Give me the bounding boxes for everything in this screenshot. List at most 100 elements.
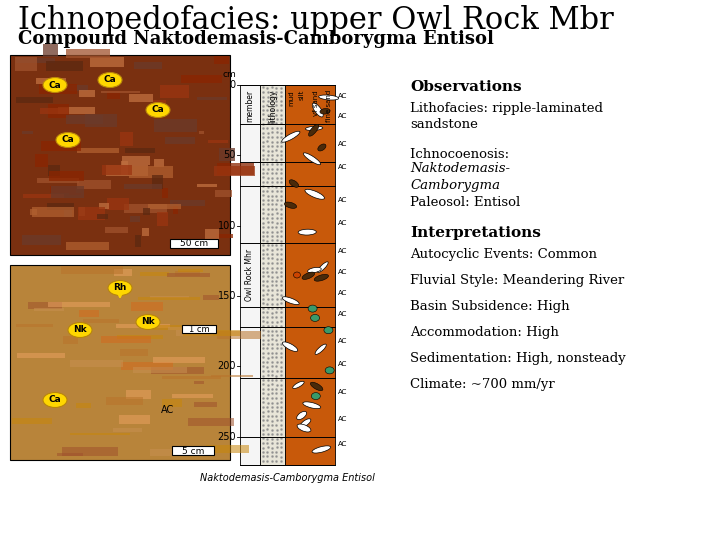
Bar	[122, 156, 150, 165]
Bar	[64, 210, 73, 217]
Bar	[41, 140, 81, 151]
Bar	[76, 403, 91, 408]
Ellipse shape	[284, 202, 297, 208]
Bar	[79, 90, 95, 97]
Text: Interpretations: Interpretations	[410, 226, 541, 240]
Bar	[102, 165, 132, 175]
Bar	[101, 336, 151, 343]
Bar	[61, 266, 123, 274]
Text: Fluvial Style: Meandering River: Fluvial Style: Meandering River	[410, 274, 624, 287]
Ellipse shape	[324, 327, 333, 334]
Bar	[217, 330, 261, 339]
Bar	[150, 449, 174, 456]
Text: Naktodemasis-Camborygma Entisol: Naktodemasis-Camborygma Entisol	[200, 473, 375, 483]
Bar	[50, 186, 76, 193]
Bar	[32, 207, 74, 217]
Bar	[124, 184, 162, 189]
Bar	[171, 200, 204, 206]
Text: Sedimentation: High, nonsteady: Sedimentation: High, nonsteady	[410, 352, 626, 365]
Bar	[216, 234, 233, 238]
Text: lithology: lithology	[268, 90, 277, 123]
Bar	[35, 154, 48, 167]
Ellipse shape	[311, 393, 320, 400]
Text: mud: mud	[288, 90, 294, 106]
Text: AC: AC	[338, 269, 347, 275]
Ellipse shape	[303, 153, 320, 165]
Bar	[116, 323, 170, 328]
Ellipse shape	[43, 393, 67, 408]
Bar	[188, 418, 235, 426]
Text: 250: 250	[217, 432, 236, 442]
Ellipse shape	[319, 95, 338, 100]
Text: Rh: Rh	[113, 284, 127, 293]
Bar	[120, 132, 132, 146]
Bar	[66, 49, 110, 58]
Text: 50 cm: 50 cm	[180, 239, 208, 248]
Bar	[203, 295, 219, 300]
Ellipse shape	[315, 344, 326, 354]
Bar	[84, 319, 119, 323]
Bar	[121, 362, 174, 370]
Ellipse shape	[310, 314, 320, 321]
Bar	[142, 228, 148, 237]
Bar	[285, 85, 335, 465]
Bar	[107, 91, 120, 99]
Bar	[129, 93, 153, 102]
Ellipse shape	[312, 446, 330, 453]
Bar	[134, 62, 162, 69]
Bar	[16, 97, 53, 103]
Bar	[15, 57, 37, 71]
Text: Owl Rock Mhr: Owl Rock Mhr	[246, 249, 254, 301]
Text: Naktodemasis-
Camborygma: Naktodemasis- Camborygma	[410, 162, 510, 192]
Bar	[215, 190, 232, 197]
Bar	[170, 239, 218, 248]
Ellipse shape	[310, 382, 323, 390]
Text: Lithofacies: ripple-laminated
sandstone: Lithofacies: ripple-laminated sandstone	[410, 102, 603, 132]
Bar	[106, 397, 143, 405]
Text: silt: silt	[299, 90, 305, 100]
Bar	[104, 227, 128, 233]
Bar	[148, 204, 181, 209]
Text: AC: AC	[338, 338, 347, 344]
Text: AC: AC	[338, 291, 347, 296]
Text: Observations: Observations	[410, 80, 521, 94]
Ellipse shape	[308, 305, 317, 312]
Bar	[194, 381, 204, 384]
Ellipse shape	[289, 180, 299, 187]
Ellipse shape	[305, 190, 325, 199]
Bar	[183, 329, 240, 336]
Bar	[22, 131, 34, 134]
Bar	[49, 171, 84, 181]
Bar	[211, 375, 253, 377]
Ellipse shape	[282, 342, 298, 352]
Bar	[30, 208, 37, 214]
Bar	[63, 336, 78, 344]
Ellipse shape	[300, 418, 311, 427]
Text: AC: AC	[338, 198, 347, 204]
Text: Paleosol: Entisol: Paleosol: Entisol	[410, 196, 521, 209]
Bar	[172, 394, 213, 398]
Bar	[154, 159, 164, 167]
Bar	[10, 265, 230, 460]
Bar	[176, 330, 213, 336]
Text: Compound Naktodemasis-Camborygma Entisol: Compound Naktodemasis-Camborygma Entisol	[18, 30, 494, 48]
Bar	[152, 175, 163, 188]
Bar	[176, 271, 199, 276]
Bar	[120, 349, 148, 356]
Text: AC: AC	[338, 312, 347, 318]
Ellipse shape	[293, 381, 304, 388]
Ellipse shape	[282, 131, 300, 142]
Bar	[152, 325, 200, 329]
Bar	[107, 198, 129, 210]
Bar	[28, 302, 62, 309]
Bar	[69, 193, 81, 195]
Bar	[260, 85, 285, 465]
Bar	[77, 148, 119, 153]
Ellipse shape	[303, 402, 320, 409]
Bar	[79, 310, 99, 316]
Bar	[138, 297, 200, 300]
Bar	[119, 415, 150, 424]
Text: AC: AC	[338, 248, 347, 254]
Bar	[101, 91, 140, 93]
Bar	[125, 148, 156, 153]
